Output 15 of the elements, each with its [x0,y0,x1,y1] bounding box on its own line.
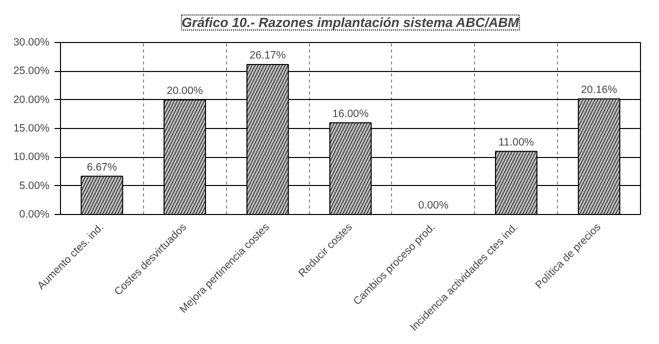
data-label: 0.00% [418,200,449,212]
data-label: 26.17% [250,49,286,62]
data-label: 6.67% [86,161,118,174]
data-label: 20.16% [581,84,618,96]
y-tick-label: 20.00% [13,94,50,106]
y-tick-label: 0.00% [19,208,50,220]
data-label: 11.00% [498,136,534,148]
y-tick-label: 30.00% [13,36,50,48]
y-tick-label: 5.00% [19,180,50,192]
y-tick-label: 10.00% [13,151,50,164]
y-tick-label: 15.00% [13,122,50,134]
data-label: 20.00% [166,84,204,97]
data-label: 16.00% [332,108,370,120]
chart-title: Gráfico 10.- Razones implantación sistema ABC/ABM [182,15,520,30]
y-tick-label: 25.00% [13,65,50,78]
